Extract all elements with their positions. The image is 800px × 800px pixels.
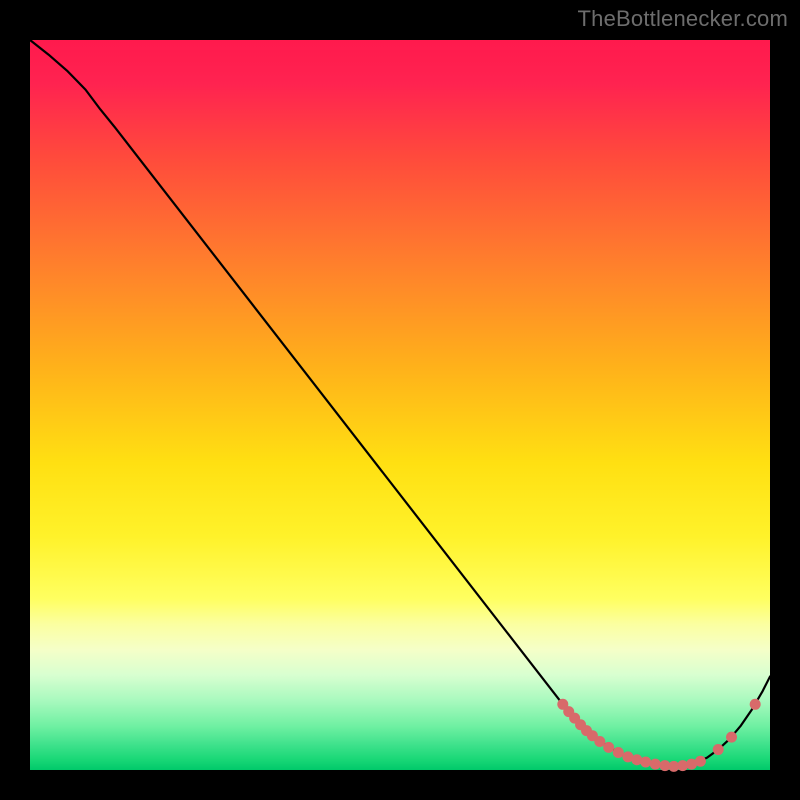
data-marker [603,742,614,753]
data-marker [650,759,661,770]
data-marker [613,747,624,758]
data-marker [713,744,724,755]
data-marker [750,699,761,710]
gradient-background [30,40,770,770]
bottleneck-chart-svg [0,0,800,800]
chart-stage: TheBottlenecker.com [0,0,800,800]
data-marker [695,756,706,767]
data-marker [640,756,651,767]
data-marker [726,732,737,743]
